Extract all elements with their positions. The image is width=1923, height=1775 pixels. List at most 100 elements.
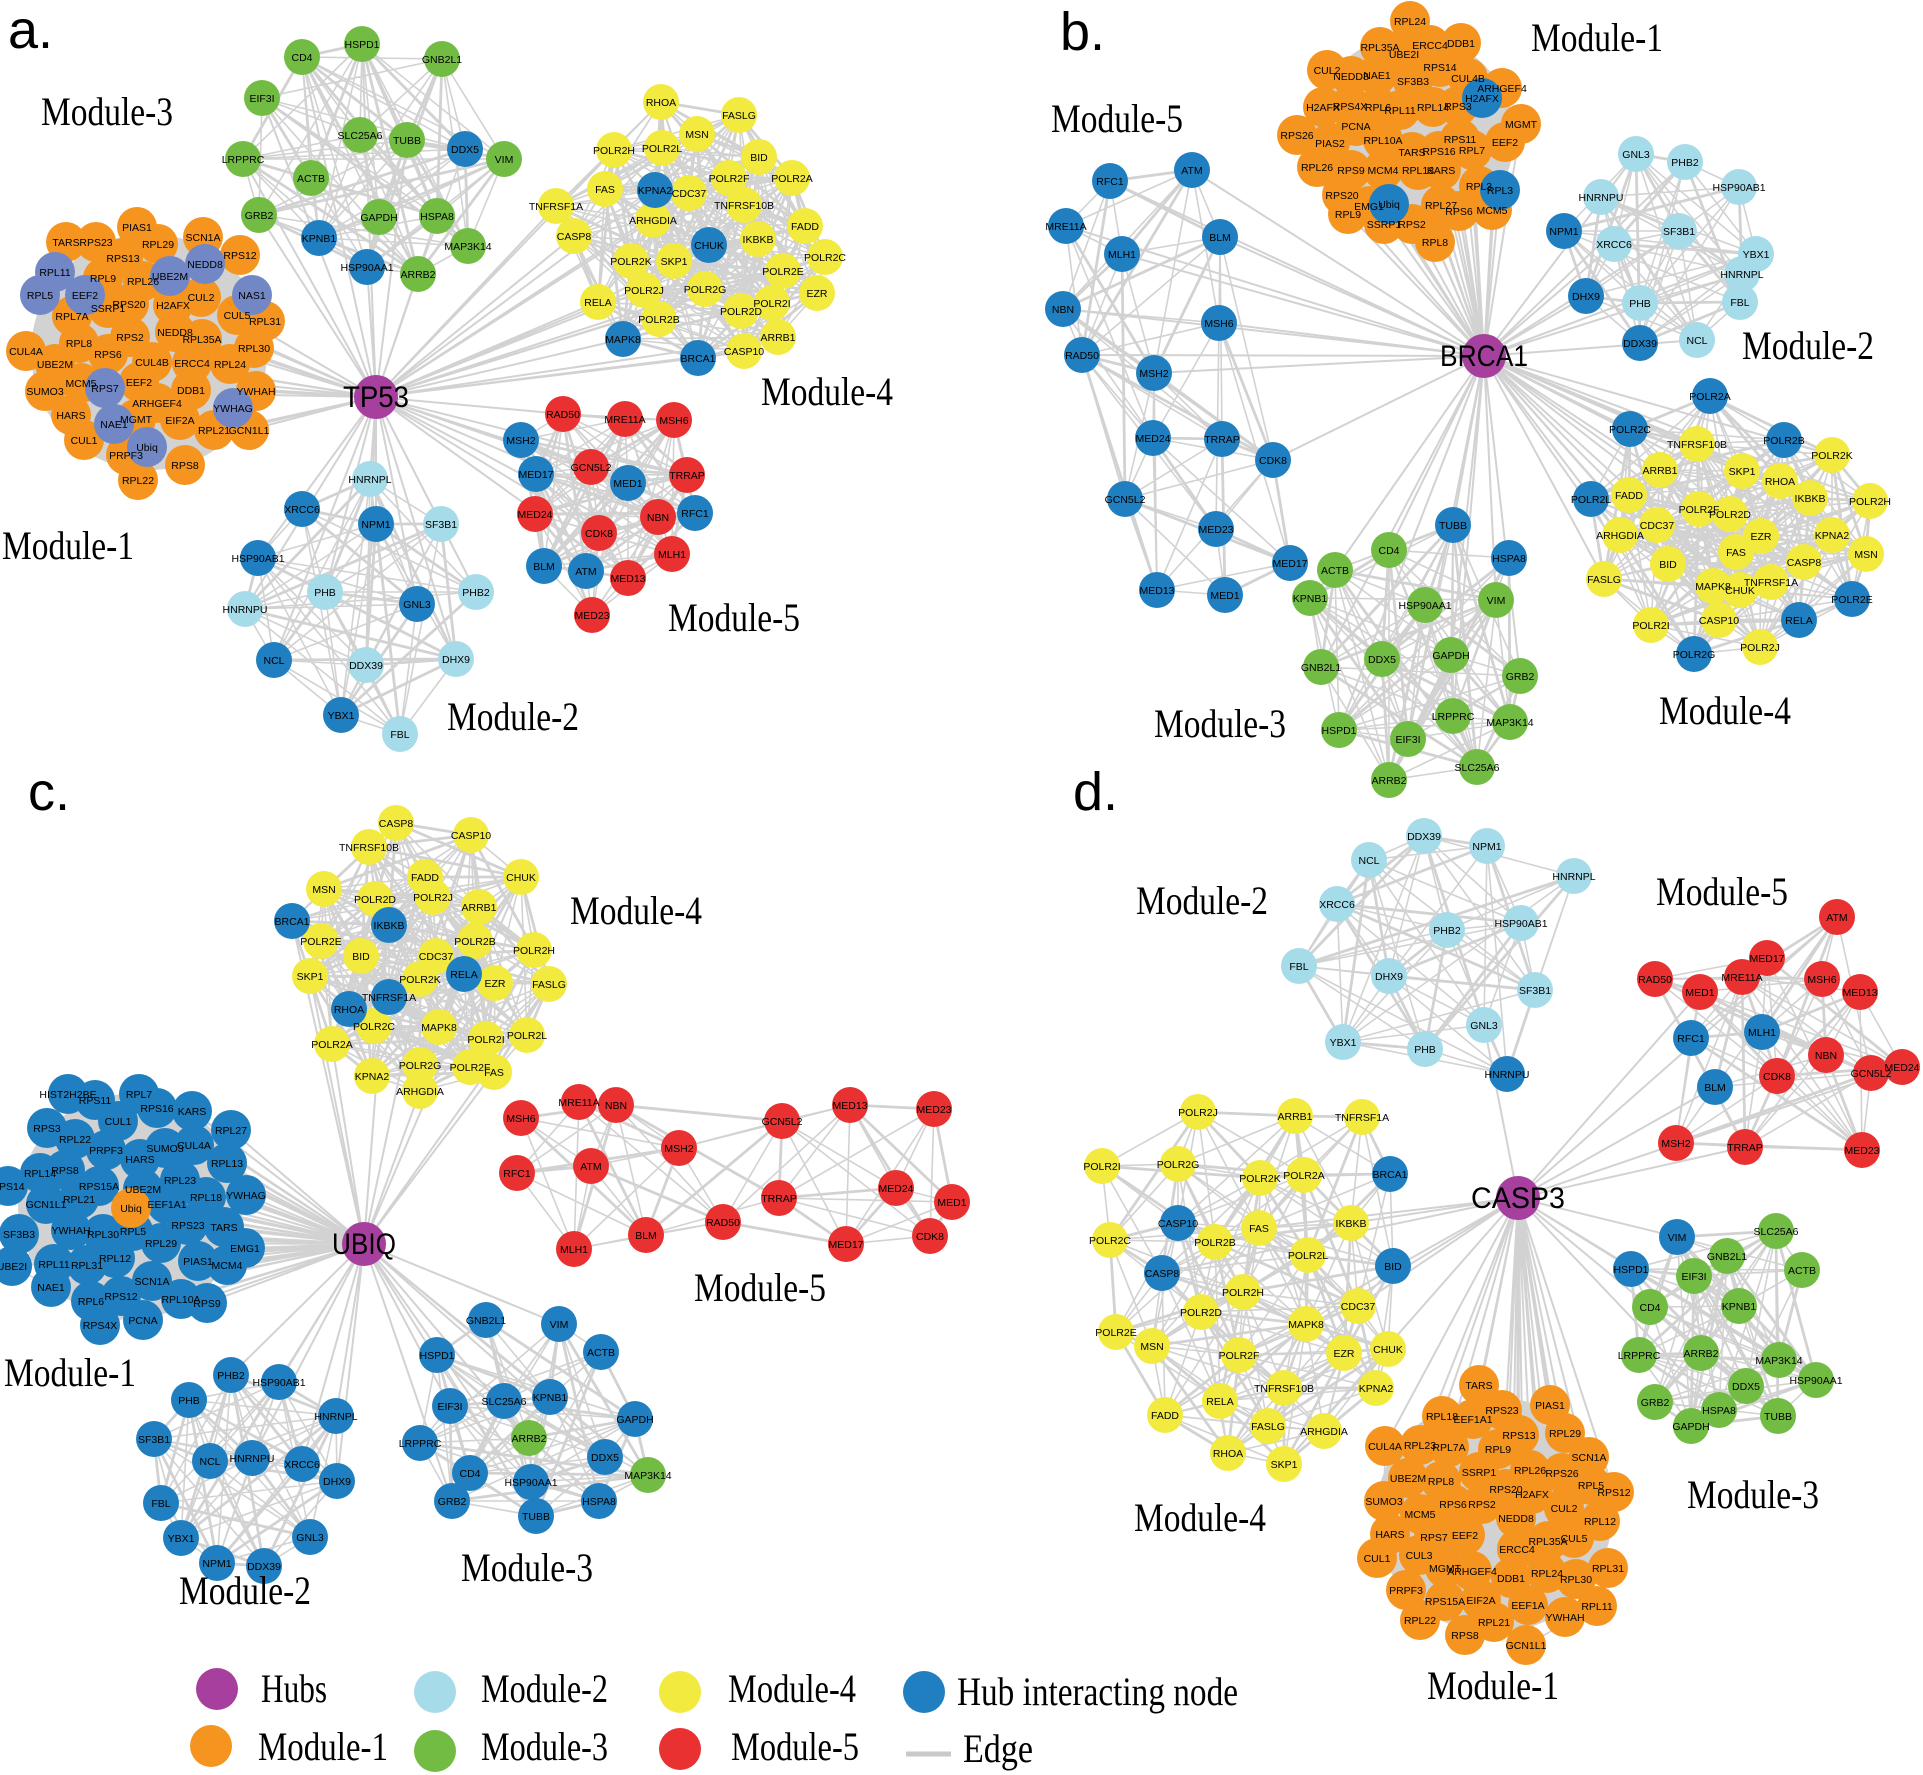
svg-text:RHOA: RHOA [1213,1448,1243,1460]
svg-text:CUL5: CUL5 [1561,1533,1588,1545]
svg-text:BID: BID [750,152,768,164]
svg-text:NCL: NCL [263,655,284,667]
svg-text:CDC37: CDC37 [419,951,454,963]
svg-text:RPL5: RPL5 [27,290,53,302]
svg-text:MGMT: MGMT [120,414,153,426]
svg-text:Module-3: Module-3 [461,1545,593,1590]
svg-text:EMG1: EMG1 [1354,201,1384,213]
svg-text:UBE2M: UBE2M [1390,1473,1426,1485]
svg-text:RPL8: RPL8 [1428,1476,1454,1488]
svg-text:Module-3: Module-3 [1154,701,1286,746]
svg-text:YWHAH: YWHAH [236,386,275,398]
svg-text:HARS: HARS [1375,1529,1404,1541]
svg-text:TUBB: TUBB [1439,520,1467,532]
svg-text:ARRB2: ARRB2 [400,269,435,281]
svg-text:HSP90AB1: HSP90AB1 [1712,182,1765,194]
svg-text:SKP1: SKP1 [661,256,688,268]
svg-text:HSP90AB1: HSP90AB1 [1494,918,1547,930]
svg-text:RPS11: RPS11 [79,1095,112,1107]
svg-text:ACTB: ACTB [1788,1265,1816,1277]
svg-text:BRCA1: BRCA1 [1372,1169,1407,1181]
svg-text:SSRP1: SSRP1 [1367,219,1402,231]
svg-text:TARS: TARS [210,1222,237,1234]
svg-text:FASLG: FASLG [722,110,756,122]
svg-text:PRPF3: PRPF3 [109,450,143,462]
svg-text:SF3B3: SF3B3 [1397,76,1429,88]
svg-text:POLR2K: POLR2K [1239,1173,1280,1185]
svg-text:MED13: MED13 [1139,585,1174,597]
svg-text:CDK8: CDK8 [585,528,613,540]
svg-text:RPL8: RPL8 [66,338,92,350]
svg-text:SKP1: SKP1 [1729,466,1756,478]
svg-text:IKBKB: IKBKB [1795,493,1826,505]
svg-text:RPS8: RPS8 [51,1165,79,1177]
svg-text:RPL22: RPL22 [122,475,154,487]
svg-text:Hubs: Hubs [261,1666,327,1711]
svg-text:RPL14: RPL14 [24,1168,56,1180]
svg-text:RPL12: RPL12 [99,1253,131,1265]
svg-text:LRPPRC: LRPPRC [222,154,265,166]
svg-text:RPL9: RPL9 [1335,209,1361,221]
svg-text:ARRB1: ARRB1 [1642,465,1677,477]
svg-text:RPL13: RPL13 [211,1158,243,1170]
svg-text:CUL3: CUL3 [1406,1550,1433,1562]
svg-text:POLR2J: POLR2J [413,892,453,904]
svg-text:Module-5: Module-5 [694,1265,826,1310]
svg-text:EIF3I: EIF3I [437,1401,462,1413]
svg-text:CUL4B: CUL4B [135,357,169,369]
svg-text:ACTB: ACTB [1321,565,1349,577]
svg-text:RPS14: RPS14 [1423,62,1456,74]
svg-text:KPNA2: KPNA2 [355,1071,390,1083]
svg-text:RELA: RELA [450,969,477,981]
svg-text:SUMO3: SUMO3 [26,386,64,398]
svg-text:PHB: PHB [1414,1044,1436,1056]
svg-text:RFC1: RFC1 [681,508,709,520]
svg-text:PIAS1: PIAS1 [183,1256,213,1268]
svg-text:CDC37: CDC37 [1341,1301,1376,1313]
svg-text:RPS12: RPS12 [223,250,256,262]
svg-text:EZR: EZR [807,288,828,300]
svg-text:GAPDH: GAPDH [1672,1421,1709,1433]
svg-text:RPS16: RPS16 [1422,146,1455,158]
svg-text:CASP10: CASP10 [1158,1218,1198,1230]
svg-text:MAP3K14: MAP3K14 [624,1470,671,1482]
svg-text:MSN: MSN [1854,549,1877,561]
svg-text:TUBB: TUBB [1764,1411,1792,1423]
svg-text:RHOA: RHOA [334,1004,364,1016]
svg-text:FADD: FADD [1615,490,1643,502]
svg-text:UBE2M: UBE2M [37,359,73,371]
svg-text:LRPPRC: LRPPRC [1432,711,1475,723]
svg-text:CUL1: CUL1 [71,435,98,447]
svg-text:VIM: VIM [1668,1232,1687,1244]
svg-text:YBX1: YBX1 [328,710,355,722]
svg-text:YBX1: YBX1 [1330,1037,1357,1049]
svg-text:DHX9: DHX9 [1572,291,1600,303]
svg-text:MED17: MED17 [1749,953,1784,965]
svg-text:FADD: FADD [1151,1410,1179,1422]
svg-text:MSH6: MSH6 [506,1113,535,1125]
svg-text:MSH2: MSH2 [664,1143,693,1155]
svg-text:CUL4B: CUL4B [1451,73,1485,85]
svg-text:RPL11: RPL11 [1384,105,1415,117]
svg-text:POLR2L: POLR2L [1571,494,1611,506]
svg-text:RPS2: RPS2 [1398,219,1426,231]
svg-text:TNFRSF10B: TNFRSF10B [339,842,399,854]
svg-text:TRRAP: TRRAP [669,470,705,482]
svg-text:POLR2C: POLR2C [1089,1235,1131,1247]
svg-text:MED13: MED13 [832,1100,867,1112]
svg-text:ERCC4: ERCC4 [174,358,210,370]
svg-text:NPM1: NPM1 [1549,226,1578,238]
svg-text:GNB2L1: GNB2L1 [1707,1251,1747,1263]
svg-text:MAPK8: MAPK8 [421,1022,457,1034]
svg-text:CUL4A: CUL4A [9,346,43,358]
svg-text:MRE11A: MRE11A [558,1097,599,1109]
svg-text:POLR2D: POLR2D [1180,1307,1222,1319]
svg-text:Module-4: Module-4 [761,369,893,414]
svg-text:YBX1: YBX1 [168,1533,195,1545]
svg-text:GNL3: GNL3 [403,599,431,611]
svg-text:MED17: MED17 [1272,558,1307,570]
svg-text:ATM: ATM [580,1161,601,1173]
svg-text:IKBKB: IKBKB [743,234,774,246]
svg-text:MED24: MED24 [1884,1062,1919,1074]
svg-text:RPS23: RPS23 [79,237,112,249]
